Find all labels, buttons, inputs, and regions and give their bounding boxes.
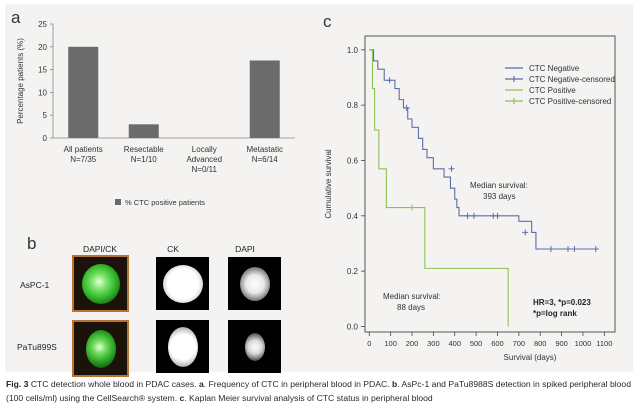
legend-swatch [115,199,121,205]
annotation-positive-median-days: 88 days [397,303,425,312]
column-label-ck: CK [167,244,179,254]
kaplan-meier-chart: 0.0 0.2 0.4 0.6 0.8 1.0 0 100 200 300 400 500 600 700… [324,35,616,362]
y-tick-label: 0 [43,134,48,143]
ctc-negative-censor-mark [547,246,554,253]
ctc-negative-censor-mark [564,246,571,253]
ctc-negative-censor-mark [470,212,477,219]
annotation-stat-test: *p=log rank [533,309,577,318]
ctc-negative-censor-mark [592,246,599,253]
x-tick-label: 500 [470,339,483,348]
y-tick-label: 0.6 [347,156,359,165]
cell-image-aspc1-ck [156,257,209,310]
ctc-negative-censor-mark [386,77,393,84]
x-category-label: Resectable [124,145,165,154]
x-tick-label: 200 [406,339,419,348]
annotation-stat-hr: HR=3, *p=0.023 [533,298,591,307]
caption-text-4: . Kaplan Meier survival analysis of CTC … [184,393,433,403]
x-category-label: N=0/11 [192,165,218,174]
y-tick-label: 10 [38,88,47,97]
ctc-negative-censor-mark [494,212,501,219]
y-tick-label: 20 [38,43,47,52]
x-category-label: Advanced [186,155,222,164]
panel-label-b: b [27,234,37,253]
caption-ref-a: a [198,379,204,389]
legend-label: CTC Negative-censored [529,75,615,84]
row-label-patu: PaTu899S [17,342,57,352]
legend-label: % CTC positive patients [125,198,205,207]
x-category-label: Metastatic [247,145,283,154]
x-tick-label: 800 [534,339,547,348]
cell-image-patu-dapi [228,320,281,373]
caption-ref-b: b [391,379,398,389]
y-tick-label: 15 [38,66,47,75]
bar [68,46,99,138]
x-tick-label: 1000 [575,339,592,348]
annotation-negative-median: Median survival: [470,181,528,190]
plot-frame [364,35,616,333]
x-tick-label: 100 [384,339,397,348]
x-tick-label: 1100 [596,339,612,348]
x-category-label: N=6/14 [252,155,279,164]
bar [128,124,159,138]
x-tick-label: 300 [427,339,440,348]
cell-image-aspc1-merge [72,255,129,312]
legend-label: CTC Positive [529,86,576,95]
panel-label-c: c [323,12,332,31]
annotation-positive-median: Median survival: [383,292,441,301]
x-category-label: All patients [64,145,103,154]
y-tick-label: 0.4 [347,212,359,221]
caption-fig-label: Fig. 3 [6,379,29,389]
bar [249,60,280,139]
x-category-label: Locally [192,145,217,154]
ctc-negative-censor-mark [522,229,529,236]
ctc-negative-censor-mark [464,212,471,219]
cell-image-aspc1-dapi [228,257,281,310]
y-tick-label: 0.0 [347,322,359,331]
x-tick-label: 400 [448,339,461,348]
x-axis-label: Survival (days) [504,353,557,362]
ctc-positive-line [369,49,509,327]
ctc-negative-censor-mark [448,165,455,172]
column-label-dapi: DAPI [235,244,255,254]
cell-image-patu-ck [156,320,209,373]
legend-label: CTC Negative [529,64,580,73]
ctc-negative-censor-mark [571,246,578,253]
caption-text-1: CTC detection whole blood in PDAC cases. [28,379,199,389]
row-label-aspc1: AsPC-1 [20,280,50,290]
cell-image-patu-merge [72,320,129,377]
column-label-dapi-ck: DAPI/CK [82,244,117,254]
annotation-negative-median-days: 393 days [483,192,515,201]
y-axis-label: Cumulative survival [324,149,333,219]
figure-caption: Fig. 3 CTC detection whole blood in PDAC… [6,377,632,405]
figure-panel: a 0 5 10 15 20 25 Percentage patients (%) All p… [5,4,633,377]
y-axis-label: Percentage patients (%) [16,38,25,124]
bar-chart: 0 5 10 15 20 25 Percentage patients (%) All pat… [16,20,295,207]
caption-text-2: . Frequency of CTC in peripheral blood i… [203,379,392,389]
y-tick-label: 1.0 [347,46,359,55]
y-tick-label: 5 [43,111,48,120]
x-tick-label: 900 [555,339,568,348]
y-tick-label: 0.2 [347,267,359,276]
y-tick-label: 0.8 [347,101,359,110]
x-category-label: N=1/10 [131,155,158,164]
y-tick-label: 25 [38,20,47,29]
ctc-positive-censor-mark [409,204,416,211]
ctc-negative-censor-mark [403,104,410,111]
legend-label: CTC Positive-censored [529,97,611,106]
x-tick-label: 0 [367,339,371,348]
x-tick-label: 700 [513,339,526,348]
x-tick-label: 600 [491,339,504,348]
x-category-label: N=7/35 [70,155,97,164]
caption-text-3: . AsPc-1 and PaTu8988S detection in spik… [6,379,631,403]
caption-ref-c: c [179,393,185,403]
panel-label-a: a [11,8,21,27]
